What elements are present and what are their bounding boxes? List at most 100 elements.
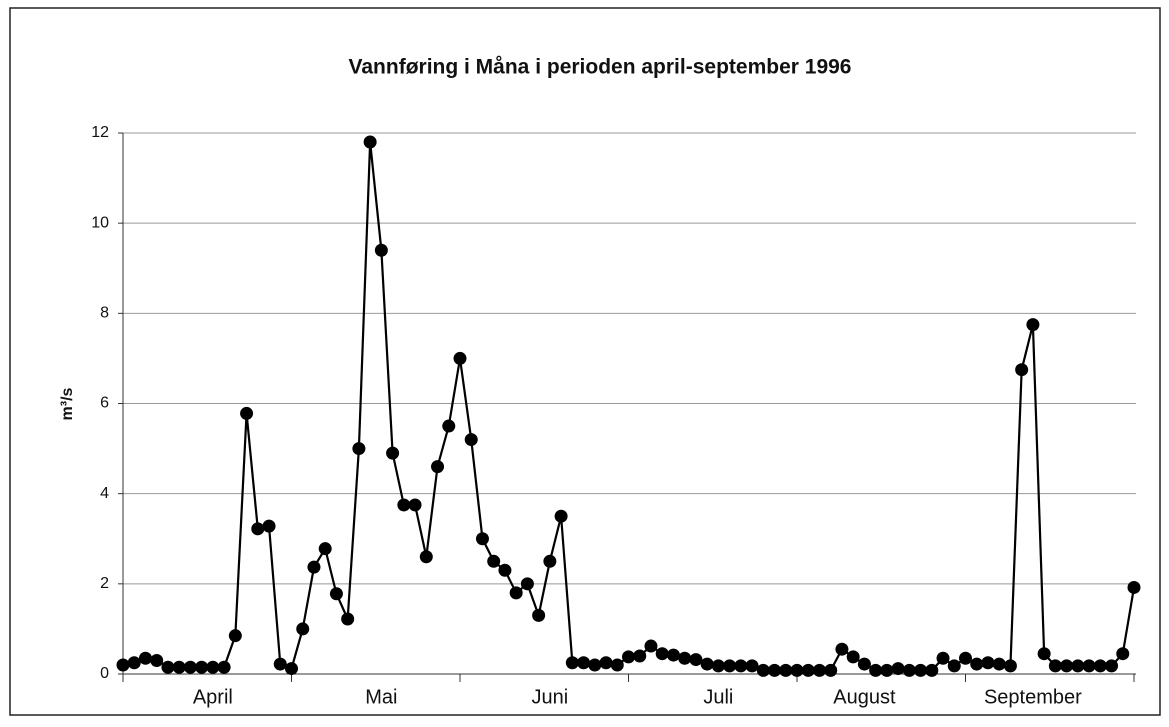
data-point xyxy=(172,660,186,674)
data-point xyxy=(341,612,355,626)
data-point xyxy=(880,663,894,677)
data-point xyxy=(666,648,680,662)
data-point xyxy=(947,659,961,673)
data-point xyxy=(756,663,770,677)
data-point xyxy=(689,653,703,667)
data-point xyxy=(1071,659,1085,673)
data-point xyxy=(1060,659,1074,673)
data-point xyxy=(745,659,759,673)
data-point xyxy=(183,660,197,674)
data-point xyxy=(565,656,579,670)
data-point xyxy=(397,498,411,512)
data-point xyxy=(520,577,534,591)
data-point xyxy=(217,660,231,674)
data-point xyxy=(127,656,141,670)
y-tick-label: 8 xyxy=(100,305,109,322)
data-point xyxy=(487,554,501,568)
data-line xyxy=(122,141,1136,672)
data-point xyxy=(1037,647,1051,661)
data-point xyxy=(1082,659,1096,673)
data-point xyxy=(588,658,602,672)
data-point xyxy=(959,651,972,665)
y-tick-label: 2 xyxy=(100,575,109,592)
data-point xyxy=(431,460,445,474)
data-point xyxy=(464,433,478,447)
data-point xyxy=(610,658,624,672)
y-tick-label: 4 xyxy=(100,485,109,502)
data-point xyxy=(285,662,298,676)
data-point xyxy=(1015,363,1029,377)
data-point xyxy=(970,657,984,671)
data-point xyxy=(1003,659,1017,673)
data-point xyxy=(509,586,523,600)
y-tick-label: 12 xyxy=(91,124,109,141)
data-point xyxy=(779,663,793,677)
data-point xyxy=(374,243,388,257)
y-axis-label: m³/s xyxy=(59,387,76,420)
data-point xyxy=(498,563,512,577)
data-point xyxy=(824,663,838,677)
data-point xyxy=(644,639,658,653)
data-point xyxy=(812,663,826,677)
data-point xyxy=(1026,318,1040,332)
data-point xyxy=(419,550,433,564)
y-tick-label: 10 xyxy=(91,214,109,231)
data-point xyxy=(150,653,164,667)
data-point xyxy=(902,663,916,677)
data-point xyxy=(835,642,849,656)
x-tick-label: August xyxy=(833,686,896,708)
chart-title: Vannføring i Måna i perioden april-septe… xyxy=(349,56,852,79)
data-point xyxy=(318,542,332,556)
data-point xyxy=(532,608,546,622)
data-point xyxy=(206,660,220,674)
data-point xyxy=(228,629,242,643)
data-point xyxy=(554,509,568,523)
data-point xyxy=(386,446,400,460)
data-point xyxy=(408,498,422,512)
data-point xyxy=(543,554,557,568)
data-point xyxy=(981,656,995,670)
data-point xyxy=(992,657,1006,671)
data-point xyxy=(1093,659,1107,673)
data-point xyxy=(622,650,635,664)
data-point xyxy=(790,663,804,677)
x-tick-label: September xyxy=(984,686,1082,708)
x-tick-label: Juni xyxy=(532,686,569,708)
data-point xyxy=(857,657,871,671)
x-tick-label: Mai xyxy=(365,686,397,708)
data-point xyxy=(352,442,366,456)
data-point xyxy=(891,662,905,676)
data-point xyxy=(1116,647,1130,661)
data-point xyxy=(251,522,265,536)
data-point xyxy=(363,135,377,149)
data-point xyxy=(273,657,287,671)
data-point xyxy=(195,660,209,674)
data-point xyxy=(329,587,343,601)
data-point xyxy=(734,659,748,673)
data-point xyxy=(678,651,692,665)
data-point xyxy=(936,651,950,665)
data-point xyxy=(307,560,321,574)
data-point xyxy=(116,658,130,672)
data-point xyxy=(925,663,939,677)
data-point xyxy=(846,650,860,664)
data-point xyxy=(475,532,489,546)
data-point xyxy=(161,660,175,674)
data-point xyxy=(655,647,669,661)
data-point xyxy=(1048,659,1062,673)
data-point xyxy=(577,656,591,670)
y-tick-label: 6 xyxy=(100,395,109,412)
x-tick-label: Juli xyxy=(703,686,733,708)
y-tick-label: 0 xyxy=(100,665,109,682)
data-point xyxy=(633,649,647,663)
data-point xyxy=(296,622,310,636)
data-point xyxy=(801,663,815,677)
data-point xyxy=(869,663,883,677)
data-point xyxy=(700,657,714,671)
data-point xyxy=(138,651,152,665)
data-point xyxy=(599,656,613,670)
data-point xyxy=(453,351,467,365)
data-point xyxy=(711,659,725,673)
data-point xyxy=(914,663,928,677)
